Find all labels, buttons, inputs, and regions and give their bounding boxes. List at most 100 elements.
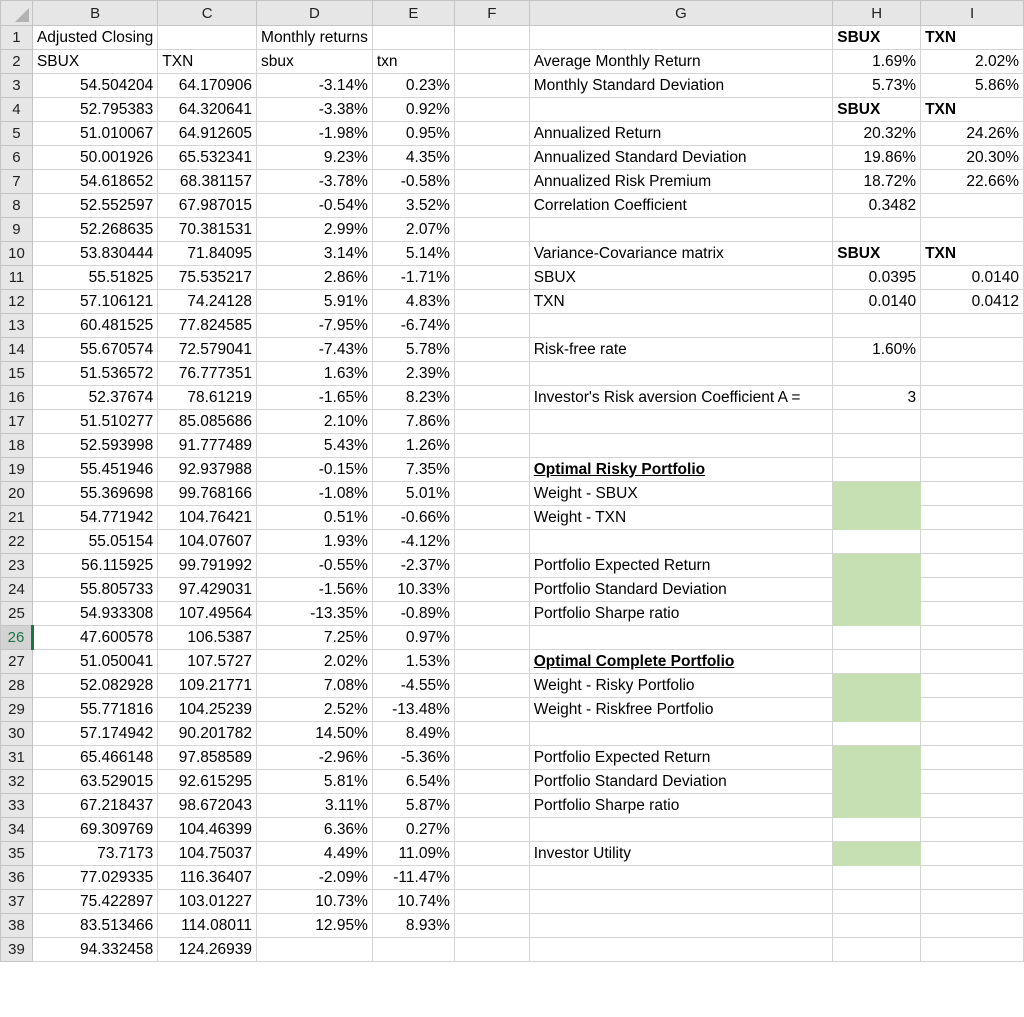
cell-I1[interactable]: TXN (920, 25, 1024, 50)
cell-B20[interactable]: 55.369698 (31, 481, 159, 506)
row-header[interactable]: 9 (0, 217, 33, 242)
cell-F27[interactable] (453, 649, 530, 674)
cell-G31[interactable]: Portfolio Expected Return (528, 745, 834, 770)
row-header[interactable]: 6 (0, 145, 33, 170)
cell-F19[interactable] (453, 457, 530, 482)
cell-E18[interactable]: 1.26% (371, 433, 455, 458)
cell-B28[interactable]: 52.082928 (31, 673, 159, 698)
cell-B17[interactable]: 51.510277 (31, 409, 159, 434)
cell-E13[interactable]: -6.74% (371, 313, 455, 338)
cell-B36[interactable]: 77.029335 (31, 865, 159, 890)
cell-F3[interactable] (453, 73, 530, 98)
cell-D38[interactable]: 12.95% (256, 913, 373, 938)
cell-D11[interactable]: 2.86% (256, 265, 373, 290)
cell-B30[interactable]: 57.174942 (31, 721, 159, 746)
cell-H11[interactable]: 0.0395 (832, 265, 922, 290)
cell-B21[interactable]: 54.771942 (31, 505, 159, 530)
cell-I19[interactable] (920, 457, 1024, 482)
row-header[interactable]: 34 (0, 817, 33, 842)
cell-C38[interactable]: 114.08011 (157, 913, 258, 938)
cell-G28[interactable]: Weight - Risky Portfolio (528, 673, 834, 698)
row-header[interactable]: 28 (0, 673, 33, 698)
cell-C2[interactable]: TXN (157, 49, 258, 74)
cell-H12[interactable]: 0.0140 (832, 289, 922, 314)
cell-B8[interactable]: 52.552597 (31, 193, 159, 218)
cell-G20[interactable]: Weight - SBUX (528, 481, 834, 506)
cell-B3[interactable]: 54.504204 (31, 73, 159, 98)
cell-H20[interactable] (832, 481, 922, 506)
cell-G14[interactable]: Risk-free rate (528, 337, 834, 362)
cell-E37[interactable]: 10.74% (371, 889, 455, 914)
cell-H9[interactable] (832, 217, 922, 242)
cell-H10[interactable]: SBUX (832, 241, 922, 266)
cell-C4[interactable]: 64.320641 (157, 97, 258, 122)
cell-D24[interactable]: -1.56% (256, 577, 373, 602)
cell-F4[interactable] (453, 97, 530, 122)
cell-C11[interactable]: 75.535217 (157, 265, 258, 290)
cell-D2[interactable]: sbux (256, 49, 373, 74)
column-header[interactable]: E (371, 0, 455, 26)
cell-I29[interactable] (920, 697, 1024, 722)
row-header[interactable]: 35 (0, 841, 33, 866)
cell-E2[interactable]: txn (371, 49, 455, 74)
cell-E15[interactable]: 2.39% (371, 361, 455, 386)
cell-C9[interactable]: 70.381531 (157, 217, 258, 242)
cell-D28[interactable]: 7.08% (256, 673, 373, 698)
cell-E6[interactable]: 4.35% (371, 145, 455, 170)
cell-B29[interactable]: 55.771816 (31, 697, 159, 722)
cell-H29[interactable] (832, 697, 922, 722)
cell-E26[interactable]: 0.97% (371, 625, 455, 650)
row-header[interactable]: 38 (0, 913, 33, 938)
row-header[interactable]: 26 (0, 625, 34, 650)
cell-C23[interactable]: 99.791992 (157, 553, 258, 578)
cell-E10[interactable]: 5.14% (371, 241, 455, 266)
cell-G6[interactable]: Annualized Standard Deviation (528, 145, 834, 170)
cell-E9[interactable]: 2.07% (371, 217, 455, 242)
cell-B34[interactable]: 69.309769 (31, 817, 159, 842)
cell-F14[interactable] (453, 337, 530, 362)
cell-H27[interactable] (832, 649, 922, 674)
cell-B31[interactable]: 65.466148 (31, 745, 159, 770)
cell-D17[interactable]: 2.10% (256, 409, 373, 434)
cell-F34[interactable] (453, 817, 530, 842)
cell-H26[interactable] (832, 625, 922, 650)
cell-B12[interactable]: 57.106121 (31, 289, 159, 314)
cell-D13[interactable]: -7.95% (256, 313, 373, 338)
cell-E29[interactable]: -13.48% (371, 697, 455, 722)
cell-B38[interactable]: 83.513466 (31, 913, 159, 938)
cell-D22[interactable]: 1.93% (256, 529, 373, 554)
cell-F36[interactable] (453, 865, 530, 890)
cell-F5[interactable] (453, 121, 530, 146)
cell-F30[interactable] (453, 721, 530, 746)
row-header[interactable]: 27 (0, 649, 33, 674)
cell-I25[interactable] (920, 601, 1024, 626)
cell-D39[interactable] (256, 937, 373, 962)
cell-E39[interactable] (371, 937, 455, 962)
cell-G38[interactable] (528, 913, 834, 938)
cell-C33[interactable]: 98.672043 (157, 793, 258, 818)
cell-H34[interactable] (832, 817, 922, 842)
cell-D19[interactable]: -0.15% (256, 457, 373, 482)
cell-C16[interactable]: 78.61219 (157, 385, 258, 410)
cell-G30[interactable] (528, 721, 834, 746)
cell-F28[interactable] (453, 673, 530, 698)
cell-F26[interactable] (453, 625, 530, 650)
cell-I6[interactable]: 20.30% (920, 145, 1024, 170)
row-header[interactable]: 37 (0, 889, 33, 914)
cell-E38[interactable]: 8.93% (371, 913, 455, 938)
row-header[interactable]: 22 (0, 529, 33, 554)
cell-F37[interactable] (453, 889, 530, 914)
cell-C25[interactable]: 107.49564 (157, 601, 258, 626)
cell-I31[interactable] (920, 745, 1024, 770)
cell-F23[interactable] (453, 553, 530, 578)
cell-E30[interactable]: 8.49% (371, 721, 455, 746)
cell-F21[interactable] (453, 505, 530, 530)
cell-H31[interactable] (832, 745, 922, 770)
cell-H1[interactable]: SBUX (832, 25, 922, 50)
cell-F16[interactable] (453, 385, 530, 410)
cell-D8[interactable]: -0.54% (256, 193, 373, 218)
cell-F35[interactable] (453, 841, 530, 866)
cell-F22[interactable] (453, 529, 530, 554)
cell-D9[interactable]: 2.99% (256, 217, 373, 242)
cell-G2[interactable]: Average Monthly Return (528, 49, 834, 74)
